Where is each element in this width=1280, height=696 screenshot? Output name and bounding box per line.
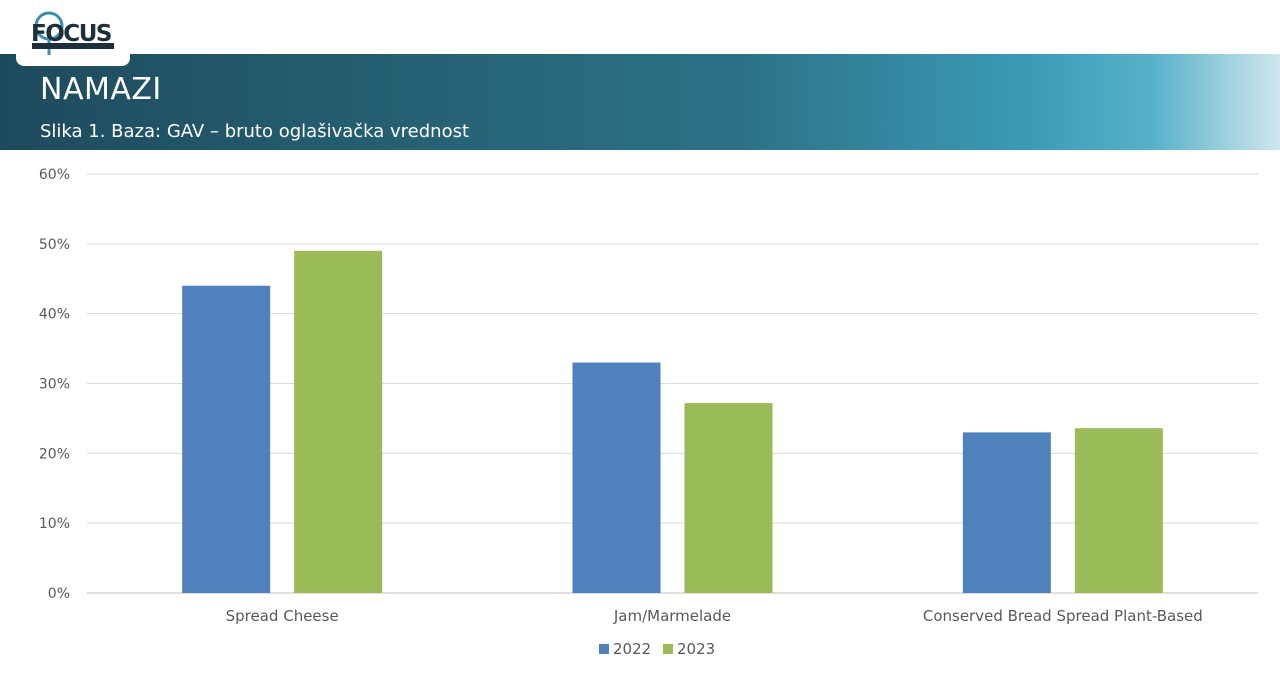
page-subtitle: Slika 1. Baza: GAV – bruto oglašivačka v…: [40, 121, 470, 142]
legend-label: 2023: [677, 640, 715, 658]
bar: [684, 403, 773, 593]
bar: [1074, 428, 1163, 593]
y-tick-label: 20%: [39, 446, 70, 462]
legend-label: 2022: [613, 640, 651, 658]
y-tick-label: 30%: [39, 377, 70, 393]
page-title: NAMAZI: [40, 72, 162, 107]
legend-swatch: [663, 644, 673, 654]
logo: FOCUS: [16, 0, 130, 66]
legend-swatch: [599, 644, 609, 654]
y-tick-label: 50%: [39, 237, 70, 253]
bar: [294, 250, 383, 594]
x-tick-label: Spread Cheese: [226, 607, 339, 625]
bar: [182, 285, 271, 593]
y-tick-label: 0%: [48, 586, 70, 602]
bar: [572, 362, 661, 593]
y-tick-label: 60%: [39, 167, 70, 183]
focus-logo: FOCUS: [31, 11, 114, 55]
y-tick-label: 40%: [39, 307, 70, 323]
x-tick-label: Conserved Bread Spread Plant-Based: [923, 607, 1203, 625]
bar-chart: 0% 10% 20% 30% 40% 50% 60% Spread Cheese Jam/Ma…: [39, 167, 1258, 658]
chart-grid: 0% 10% 20% 30% 40% 50% 60%: [39, 167, 1258, 602]
header-banner: [0, 54, 1280, 150]
category-labels: Spread Cheese Jam/Marmelade Conserved Brea…: [226, 607, 1203, 625]
bar: [962, 432, 1051, 593]
x-tick-label: Jam/Marmelade: [613, 607, 731, 625]
logo-text: FOCUS: [31, 21, 111, 47]
chart-legend: 2022 2023: [599, 640, 715, 658]
chart-bars: [182, 250, 1163, 594]
y-tick-label: 10%: [39, 516, 70, 532]
